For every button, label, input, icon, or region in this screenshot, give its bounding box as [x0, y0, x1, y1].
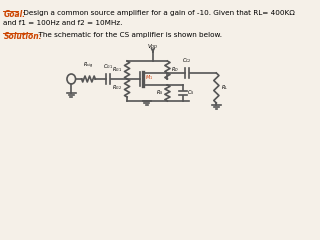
Text: $R_{G2}$: $R_{G2}$ — [112, 84, 122, 92]
Text: $C_S$: $C_S$ — [187, 89, 195, 97]
Text: $R_{G1}$: $R_{G1}$ — [112, 66, 122, 74]
Text: The schematic for the CS amplifier is shown below.: The schematic for the CS amplifier is sh… — [34, 32, 222, 38]
Text: $R_{sig}$: $R_{sig}$ — [84, 61, 93, 71]
Text: $M_1$: $M_1$ — [145, 73, 153, 83]
Text: $C_{G1}$: $C_{G1}$ — [103, 62, 113, 71]
Text: Solution:: Solution: — [4, 32, 42, 41]
Text: $R_L$: $R_L$ — [221, 84, 228, 92]
Text: $R_S$: $R_S$ — [156, 89, 163, 97]
Text: and f1 = 100Hz and f2 = 10MHz.: and f1 = 100Hz and f2 = 10MHz. — [4, 20, 123, 26]
Text: $R_D$: $R_D$ — [171, 66, 179, 74]
Text: Design a common source amplifier for a gain of -10. Given that RL= 400KΩ: Design a common source amplifier for a g… — [21, 10, 295, 16]
Text: $C_{C2}$: $C_{C2}$ — [182, 56, 192, 65]
Text: Goal:: Goal: — [4, 10, 26, 19]
Text: $V_{DD}$: $V_{DD}$ — [147, 42, 159, 51]
